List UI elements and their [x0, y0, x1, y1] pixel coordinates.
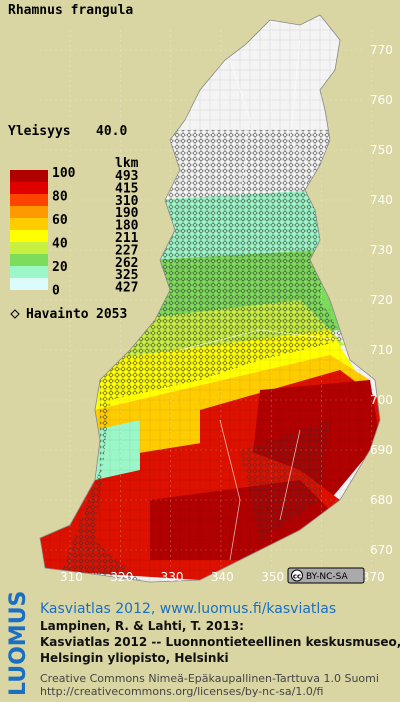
legend-level: 20 — [52, 260, 68, 275]
northing-label: 760 — [370, 93, 393, 107]
legend-count: 180 — [115, 219, 139, 234]
legend-swatch — [10, 242, 48, 254]
legend-level: 0 — [52, 284, 60, 299]
legend-count: 427 — [115, 281, 138, 296]
northing-label: 770 — [370, 43, 393, 57]
observation-symbol — [10, 309, 20, 319]
northing-label: 730 — [370, 243, 393, 257]
legend-swatch — [10, 182, 48, 194]
legend-swatch — [10, 218, 48, 230]
legend-count: 262 — [115, 256, 138, 271]
frequency-value: 40.0 — [96, 124, 127, 139]
legend-count: 310 — [115, 194, 139, 209]
frequency-label: Yleisyys — [8, 124, 71, 139]
legend-swatch — [10, 254, 48, 266]
legend-level: 40 — [52, 237, 68, 252]
legend-count: 325 — [115, 268, 138, 283]
legend-swatch — [10, 278, 48, 290]
legend-swatch — [10, 194, 48, 206]
northing-label: 670 — [370, 543, 393, 557]
citation: Lampinen, R. & Lahti, T. 2013: Kasviatlas… — [40, 619, 400, 665]
legend-swatch — [10, 170, 48, 182]
grid: 770 760 750 740 730 720 710 700 690 680 670 310 320 3… — [40, 30, 393, 584]
license-badge-text: BY-NC-SA — [306, 572, 349, 582]
svg-text:cc: cc — [293, 573, 301, 581]
license-badge[interactable]: cc BY-NC-SA — [287, 567, 365, 584]
legend-level: 100 — [52, 166, 76, 181]
observation-label: Havainto — [26, 307, 89, 322]
legend-swatch — [10, 230, 48, 242]
citation-line: Lampinen, R. & Lahti, T. 2013: — [40, 619, 244, 633]
easting-label: 310 — [60, 570, 83, 584]
northing-label: 690 — [370, 443, 393, 457]
legend: 100 80 60 40 20 0 4934153101901802112272623254… — [10, 166, 139, 299]
legend-count: 190 — [115, 206, 139, 221]
legend-swatch — [10, 206, 48, 218]
northing-label: 680 — [370, 493, 393, 507]
easting-label: 320 — [110, 570, 133, 584]
easting-label: 350 — [261, 570, 284, 584]
atlas-link[interactable]: Kasviatlas 2012, www.luomus.fi/kasviatla… — [40, 601, 336, 617]
legend-level: 80 — [52, 190, 68, 205]
legend-count: 415 — [115, 181, 138, 196]
license-line: Creative Commons Nimeä-Epäkaupallinen-Ta… — [40, 672, 379, 685]
citation-line: Helsingin yliopisto, Helsinki — [40, 651, 229, 665]
license-line: http://creativecommons.org/licenses/by-n… — [40, 685, 323, 698]
observation-count: 2053 — [96, 307, 127, 322]
legend-unit: lkm — [115, 156, 139, 171]
legend-swatch — [10, 266, 48, 278]
easting-label: 370 — [362, 570, 385, 584]
northing-label: 720 — [370, 293, 393, 307]
legend-count: 227 — [115, 243, 138, 258]
legend-count: 493 — [115, 169, 138, 184]
legend-level: 60 — [52, 213, 68, 228]
license: Creative Commons Nimeä-Epäkaupallinen-Ta… — [40, 672, 379, 698]
easting-label: 340 — [211, 570, 234, 584]
northing-label: 710 — [370, 343, 393, 357]
northing-label: 740 — [370, 193, 393, 207]
finland-outline — [39, 14, 381, 583]
legend-count: 211 — [115, 231, 139, 246]
easting-label: 330 — [161, 570, 184, 584]
citation-line: Kasviatlas 2012 -- Luonnontieteellinen k… — [40, 635, 400, 649]
logo: LUOMUS — [6, 591, 31, 696]
northing-label: 750 — [370, 143, 393, 157]
northing-label: 700 — [370, 393, 393, 407]
species-title: Rhamnus frangula — [8, 3, 133, 18]
